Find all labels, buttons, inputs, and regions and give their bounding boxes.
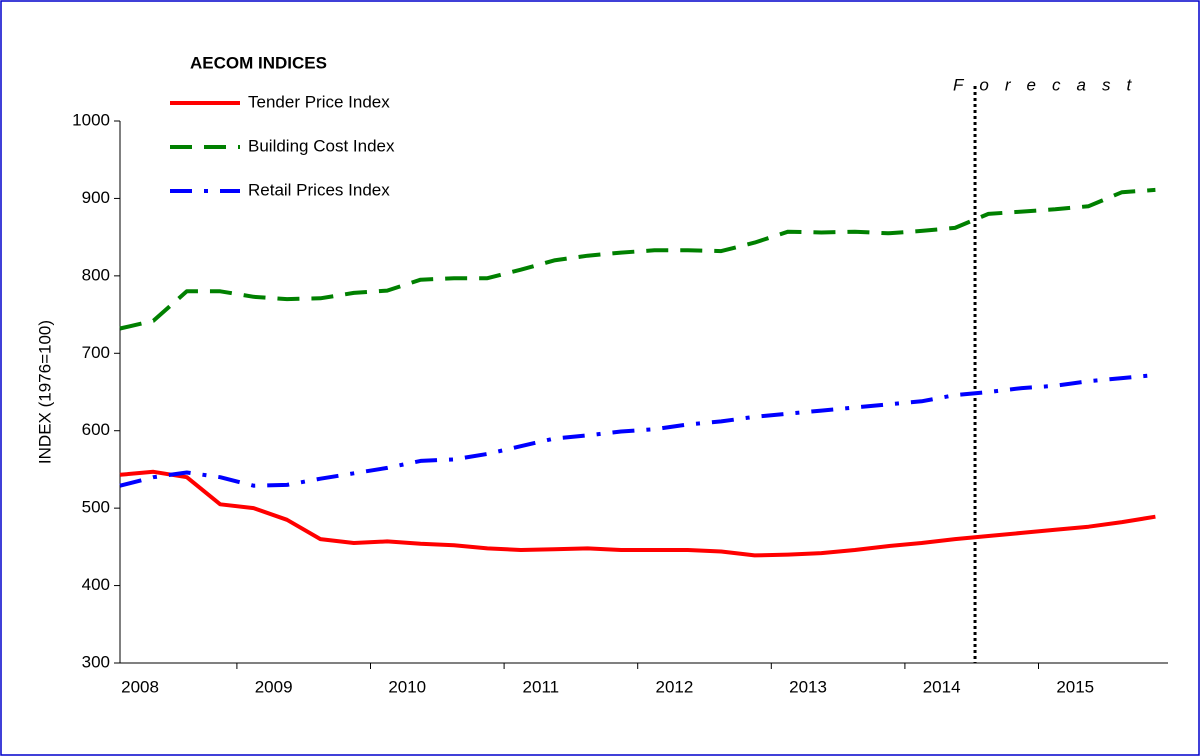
x-tick-label: 2011	[523, 677, 560, 696]
x-tick-label: 2009	[255, 677, 293, 696]
forecast-label: Forecast	[953, 75, 1147, 94]
x-tick-label: 2010	[388, 677, 426, 696]
x-tick-label: 2015	[1056, 677, 1094, 696]
y-tick-label: 700	[82, 343, 110, 362]
legend-title: AECOM INDICES	[190, 53, 327, 72]
y-tick-label: 600	[82, 420, 110, 439]
x-tick-label: 2014	[923, 677, 961, 696]
legend-label: Building Cost Index	[248, 136, 395, 155]
series-line	[119, 187, 1156, 331]
y-tick-label: 900	[82, 188, 110, 207]
y-tick-label: 300	[82, 652, 110, 671]
legend-label: Tender Price Index	[248, 92, 390, 111]
y-tick-label: 1000	[72, 110, 110, 129]
x-tick-label: 2008	[121, 677, 159, 696]
y-axis-label: INDEX (1976=100)	[35, 320, 54, 464]
x-tick-label: 2012	[656, 677, 694, 696]
y-tick-label: 500	[82, 498, 110, 517]
series-line	[119, 469, 1156, 558]
y-tick-label: 400	[82, 575, 110, 594]
y-tick-label: 800	[82, 265, 110, 284]
x-tick-label: 2013	[789, 677, 827, 696]
legend-label: Retail Prices Index	[248, 180, 390, 199]
